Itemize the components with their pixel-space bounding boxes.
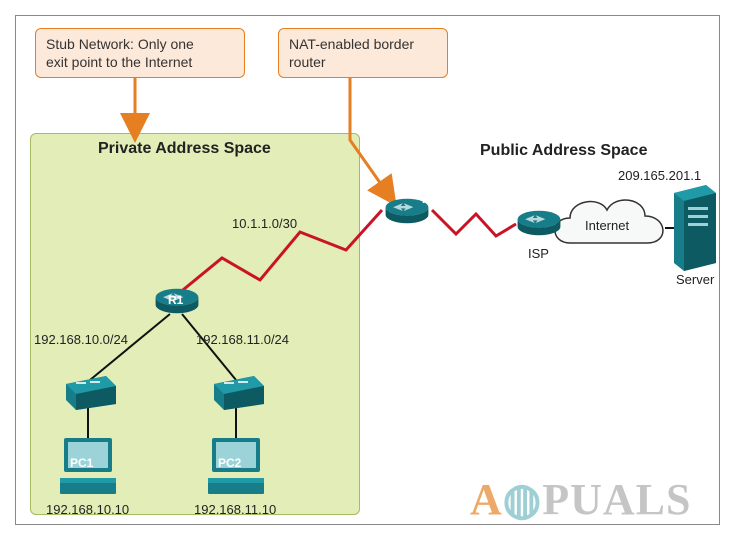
pc1-ip: 192.168.10.10 bbox=[46, 502, 129, 517]
diagram-canvas: Stub Network: Only oneexit point to the … bbox=[0, 0, 747, 553]
pc1-label: PC1 bbox=[70, 456, 93, 470]
globe-icon: ◍ bbox=[503, 475, 542, 524]
nat-arrow bbox=[350, 78, 388, 194]
cloud-label: Internet bbox=[585, 218, 629, 233]
server-icon bbox=[668, 185, 718, 271]
subnet-r1-r2: 10.1.1.0/30 bbox=[232, 216, 297, 231]
eth-r1-sw1 bbox=[90, 314, 170, 380]
pc2-label: PC2 bbox=[218, 456, 241, 470]
subnet-r1-left: 192.168.10.0/24 bbox=[34, 332, 128, 347]
subnet-r1-right: 192.168.11.0/24 bbox=[196, 332, 289, 347]
server-label: Server bbox=[676, 272, 714, 287]
pc2-ip: 192.168.11.10 bbox=[194, 502, 276, 517]
switch-sw1-icon bbox=[62, 376, 116, 410]
watermark-rest: PUALS bbox=[542, 475, 691, 524]
server-ip: 209.165.201.1 bbox=[618, 168, 701, 183]
serial-r2-isp bbox=[432, 210, 516, 236]
router-isp-icon bbox=[510, 210, 568, 236]
router-r1-label: R1 bbox=[168, 293, 183, 307]
router-r2-label: R2 bbox=[422, 192, 437, 206]
switch-sw2-icon bbox=[210, 376, 264, 410]
eth-r1-sw2 bbox=[182, 314, 236, 380]
router-isp-label: ISP bbox=[528, 246, 549, 261]
watermark: A◍PUALS bbox=[470, 474, 691, 525]
watermark-a: A bbox=[470, 475, 503, 524]
